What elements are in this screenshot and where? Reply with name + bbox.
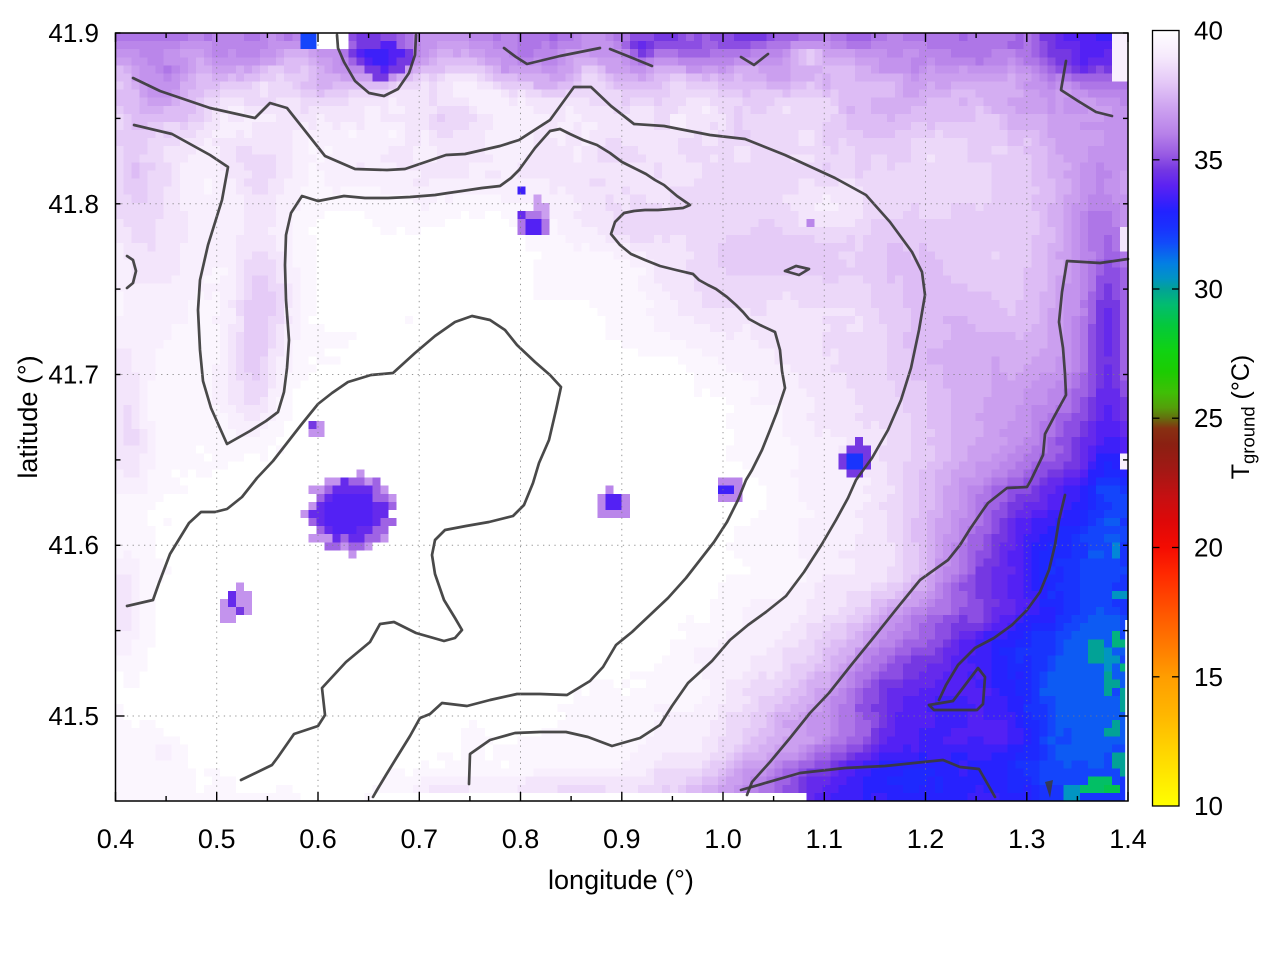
svg-text:0.4: 0.4 xyxy=(97,824,135,854)
svg-text:0.8: 0.8 xyxy=(502,824,540,854)
svg-text:41.7: 41.7 xyxy=(48,360,99,390)
svg-text:1.4: 1.4 xyxy=(1109,824,1147,854)
svg-text:1.0: 1.0 xyxy=(704,824,742,854)
svg-text:41.6: 41.6 xyxy=(48,530,99,560)
svg-text:0.7: 0.7 xyxy=(401,824,439,854)
svg-text:0.5: 0.5 xyxy=(198,824,236,854)
svg-text:30: 30 xyxy=(1194,274,1223,304)
svg-text:15: 15 xyxy=(1194,662,1223,692)
svg-text:40: 40 xyxy=(1194,16,1223,46)
svg-text:41.8: 41.8 xyxy=(48,189,99,219)
svg-text:0.9: 0.9 xyxy=(603,824,641,854)
svg-text:1.2: 1.2 xyxy=(907,824,945,854)
svg-text:35: 35 xyxy=(1194,145,1223,175)
svg-text:25: 25 xyxy=(1194,403,1223,433)
svg-text:10: 10 xyxy=(1194,791,1223,821)
svg-text:1.3: 1.3 xyxy=(1008,824,1046,854)
svg-text:1.1: 1.1 xyxy=(806,824,844,854)
svg-text:41.9: 41.9 xyxy=(48,18,99,48)
svg-text:0.6: 0.6 xyxy=(299,824,337,854)
svg-text:20: 20 xyxy=(1194,533,1223,563)
svg-text:longitude (°): longitude (°) xyxy=(548,865,694,895)
svg-text:latitude (°): latitude (°) xyxy=(13,355,43,478)
svg-text:41.5: 41.5 xyxy=(48,701,99,731)
